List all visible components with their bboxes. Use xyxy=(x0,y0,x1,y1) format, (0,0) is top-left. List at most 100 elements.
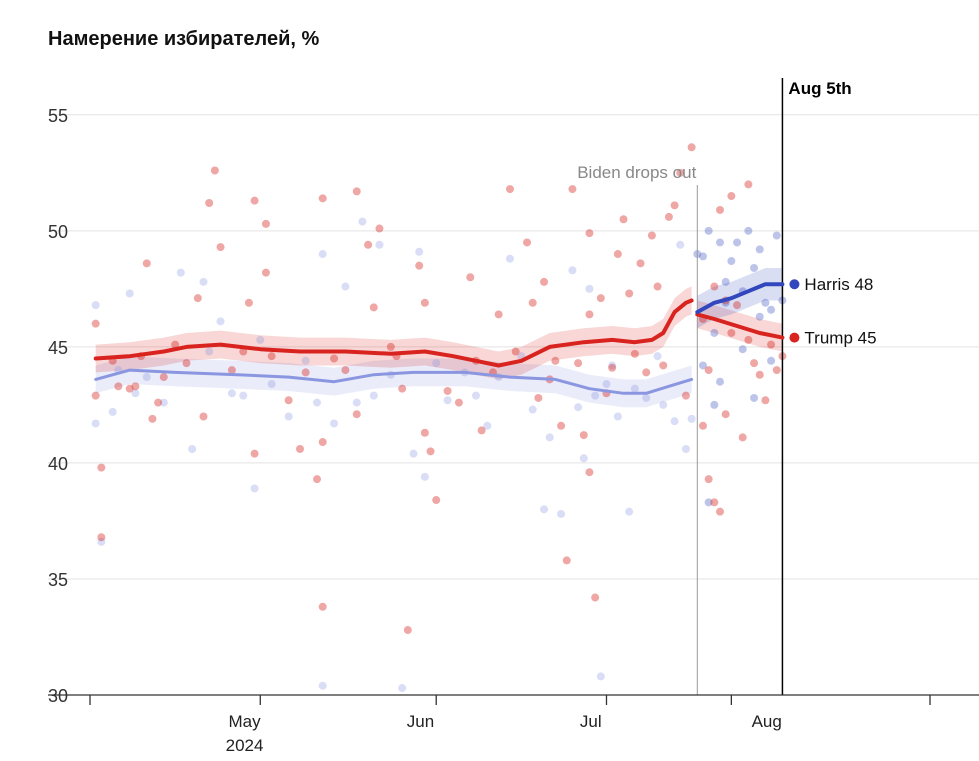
poll-point xyxy=(591,593,600,602)
poll-point xyxy=(239,347,248,356)
poll-point xyxy=(625,507,634,516)
poll-point xyxy=(97,463,106,472)
poll-point xyxy=(216,317,225,326)
poll-point xyxy=(511,347,520,356)
y-tick-label: 30 xyxy=(48,686,68,706)
trump-legend-label: Trump 45 xyxy=(804,329,876,348)
poll-point xyxy=(585,284,594,293)
poll-point xyxy=(426,447,435,456)
poll-point xyxy=(767,340,776,349)
poll-point xyxy=(619,215,628,224)
poll-point xyxy=(318,438,327,447)
poll-point xyxy=(750,359,759,368)
poll-point xyxy=(772,366,781,375)
poll-point xyxy=(698,421,707,430)
poll-point xyxy=(704,498,713,507)
poll-point xyxy=(613,412,622,421)
trend-line xyxy=(695,312,785,340)
x-axis: May 2024 Jun Jul Aug xyxy=(48,694,979,755)
poll-point xyxy=(131,382,140,391)
poll-point xyxy=(710,498,719,507)
poll-point xyxy=(216,243,225,252)
poll-point xyxy=(210,166,219,175)
poll-point xyxy=(630,384,639,393)
poll-point xyxy=(199,277,208,286)
x-tick-label: Jul xyxy=(580,712,602,731)
poll-point xyxy=(545,433,554,442)
poll-point xyxy=(716,377,724,386)
gridlines xyxy=(48,114,979,696)
poll-point xyxy=(557,421,566,430)
trend-line xyxy=(94,368,694,395)
poll-point xyxy=(154,398,163,407)
poll-point xyxy=(267,352,276,361)
poll-point xyxy=(596,294,605,303)
poll-point xyxy=(528,298,537,307)
poll-point xyxy=(687,414,696,423)
poll-point xyxy=(341,282,350,291)
poll-point xyxy=(710,282,719,291)
poll-point xyxy=(205,199,214,207)
poll-point xyxy=(557,509,566,518)
chart-title: Намерение избирателей, % xyxy=(48,28,320,50)
poll-point xyxy=(733,301,742,310)
poll-point xyxy=(97,533,106,542)
poll-point xyxy=(352,187,361,196)
poll-point xyxy=(296,445,304,453)
x-tick-label: Aug xyxy=(752,712,782,731)
poll-point xyxy=(358,217,367,226)
poll-point xyxy=(443,386,452,395)
poll-point xyxy=(375,240,384,249)
poll-point xyxy=(733,238,742,247)
poll-point xyxy=(188,445,197,453)
poll-point xyxy=(330,419,339,428)
poll-point xyxy=(244,298,253,307)
x-tick-label: May xyxy=(229,712,262,731)
poll-point xyxy=(108,407,117,416)
poll-point xyxy=(494,310,503,319)
poll-point xyxy=(142,259,151,268)
poll-point xyxy=(313,475,322,484)
event-markers: Biden drops out Aug 5th xyxy=(577,78,852,695)
poll-point xyxy=(761,298,770,307)
y-tick-label: 40 xyxy=(48,454,68,474)
poll-point xyxy=(704,226,713,235)
poll-point xyxy=(398,384,407,393)
poll-point xyxy=(579,454,588,463)
harris-legend-label: Harris 48 xyxy=(804,275,873,294)
poll-point xyxy=(664,212,673,221)
poll-point xyxy=(704,475,713,484)
poll-point xyxy=(647,231,656,240)
poll-point xyxy=(193,294,202,303)
poll-point xyxy=(670,201,679,210)
harris-legend-dot xyxy=(789,279,800,290)
poll-point xyxy=(420,428,429,437)
trend-line xyxy=(695,282,785,315)
poll-point xyxy=(710,328,719,337)
poll-point xyxy=(681,445,690,453)
poll-point xyxy=(750,393,759,402)
poll-point xyxy=(318,681,327,690)
poll-point xyxy=(716,507,724,516)
poll-point xyxy=(506,185,514,194)
poll-point xyxy=(205,347,214,356)
poll-point xyxy=(721,277,730,286)
poll-point xyxy=(568,266,577,275)
poll-point xyxy=(176,268,185,277)
poll-point xyxy=(171,340,180,349)
poll-point xyxy=(471,391,480,400)
series-end-labels: Harris 48 Trump 45 xyxy=(789,275,877,348)
poll-point xyxy=(653,282,662,291)
poll-point xyxy=(676,168,685,177)
confidence-band xyxy=(95,286,692,380)
poll-point xyxy=(761,396,770,405)
poll-point xyxy=(750,263,759,272)
confidence-bands xyxy=(95,268,783,408)
confidence-band xyxy=(95,356,692,408)
poll-point xyxy=(369,303,378,312)
poll-point xyxy=(318,194,327,203)
poll-point xyxy=(318,602,327,611)
poll-point xyxy=(670,417,679,426)
x-tick-label: Jun xyxy=(407,712,434,731)
poll-point xyxy=(256,335,265,344)
